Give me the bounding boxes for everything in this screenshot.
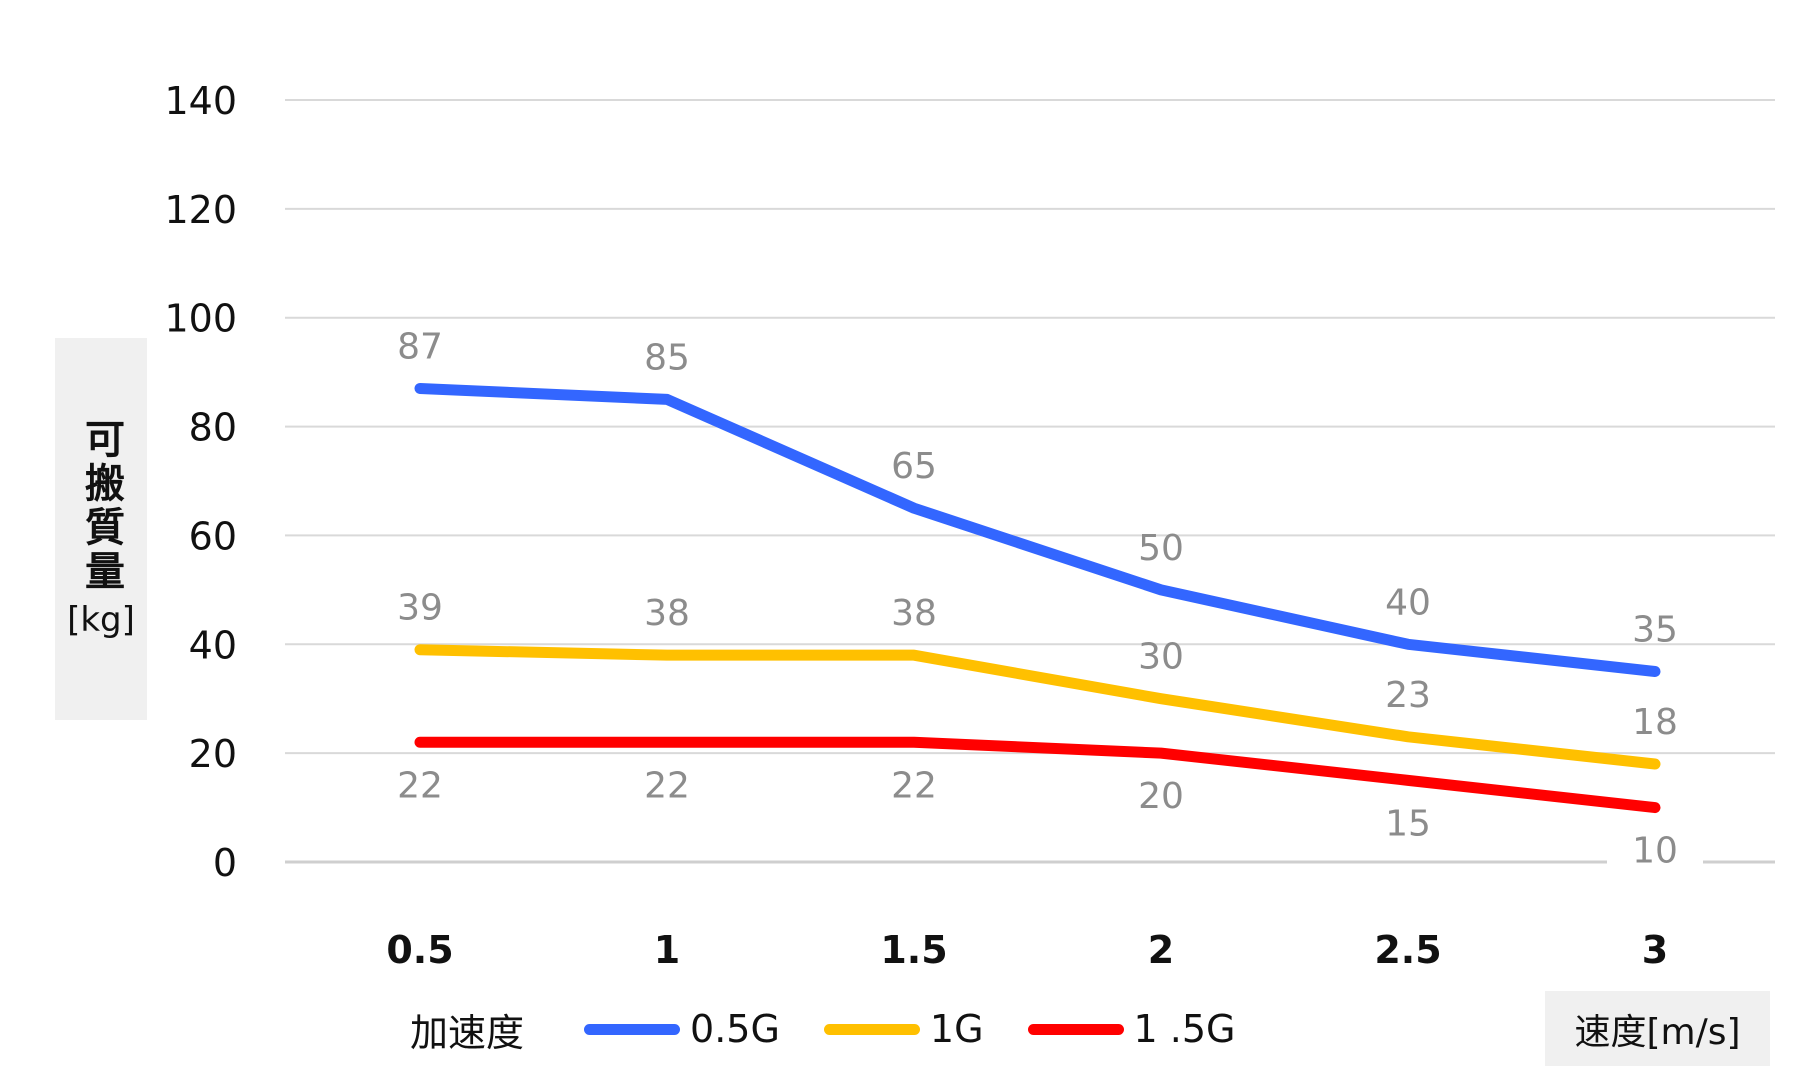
legend-item-0.5g: 0.5G bbox=[584, 1007, 780, 1051]
series-lines bbox=[414, 382, 1661, 814]
legend-swatch-1g bbox=[823, 1023, 920, 1035]
data-label: 10 bbox=[1632, 831, 1678, 872]
legend-label-1.5g: 1 .5G bbox=[1133, 1007, 1236, 1051]
y-tick-label: 80 bbox=[189, 406, 237, 450]
data-label: 85 bbox=[644, 337, 690, 378]
x-tick-label: 3 bbox=[1642, 928, 1668, 972]
data-label: 30 bbox=[1138, 637, 1184, 678]
x-tick-label: 1 bbox=[654, 928, 680, 972]
series-line-0 bbox=[414, 382, 1661, 677]
data-labels: 87 85 65 50 40 35 39 38 38 30 23 18 22 22 22 20 15 10 bbox=[397, 326, 1703, 875]
x-axis-unit-label: 速度[m/s] bbox=[1545, 991, 1770, 1066]
data-label: 35 bbox=[1632, 610, 1678, 651]
series-line-2 bbox=[414, 736, 1661, 814]
legend-item-1g: 1G bbox=[823, 1007, 984, 1051]
data-label: 39 bbox=[397, 588, 443, 629]
y-tick-label: 60 bbox=[189, 514, 237, 558]
data-label: 22 bbox=[891, 765, 937, 806]
data-label: 18 bbox=[1632, 702, 1678, 743]
y-tick-label: 100 bbox=[164, 297, 237, 341]
y-tick-label: 120 bbox=[164, 188, 237, 232]
data-label: 23 bbox=[1385, 675, 1431, 716]
y-tick-label: 20 bbox=[189, 732, 237, 776]
x-tick-label: 2.5 bbox=[1374, 928, 1441, 972]
series-line-1 bbox=[414, 644, 1661, 770]
legend-swatch-0.5g bbox=[584, 1023, 681, 1035]
data-label-bg bbox=[1607, 824, 1703, 875]
y-tick-label: 0 bbox=[213, 841, 237, 885]
legend: 加速度 0.5G 1G 1 .5G bbox=[410, 1003, 1280, 1055]
data-label: 38 bbox=[891, 593, 937, 634]
x-tick-label: 2 bbox=[1148, 928, 1174, 972]
data-label: 87 bbox=[397, 326, 443, 367]
legend-label-1g: 1G bbox=[929, 1007, 984, 1051]
data-label: 40 bbox=[1385, 582, 1431, 623]
y-tick-label: 140 bbox=[164, 79, 237, 123]
y-tick-label: 40 bbox=[189, 623, 237, 667]
y-axis-label: 可搬質量 bbox=[78, 418, 124, 594]
data-label: 22 bbox=[644, 765, 690, 806]
legend-title: 加速度 bbox=[410, 1010, 525, 1055]
grid-lines bbox=[285, 99, 1775, 864]
y-axis-label-box: 可搬質量 [kg] bbox=[55, 338, 147, 720]
legend-label-0.5g: 0.5G bbox=[690, 1007, 780, 1051]
legend-swatch-1.5g bbox=[1027, 1023, 1124, 1035]
data-label: 15 bbox=[1385, 803, 1431, 844]
x-tick-label: 1.5 bbox=[880, 928, 947, 972]
data-label: 20 bbox=[1138, 776, 1184, 817]
legend-item-1.5g: 1 .5G bbox=[1027, 1007, 1236, 1051]
y-axis-ticks: 0 20 40 60 80 100 120 140 bbox=[164, 79, 237, 885]
data-label: 65 bbox=[891, 446, 937, 487]
x-axis-ticks: 0.5 1 1.5 2 2.5 3 bbox=[386, 928, 1668, 972]
y-axis-unit: [kg] bbox=[67, 600, 135, 640]
data-label: 38 bbox=[644, 593, 690, 634]
data-label: 22 bbox=[397, 765, 443, 806]
x-tick-label: 0.5 bbox=[386, 928, 453, 972]
data-label: 50 bbox=[1138, 528, 1184, 569]
